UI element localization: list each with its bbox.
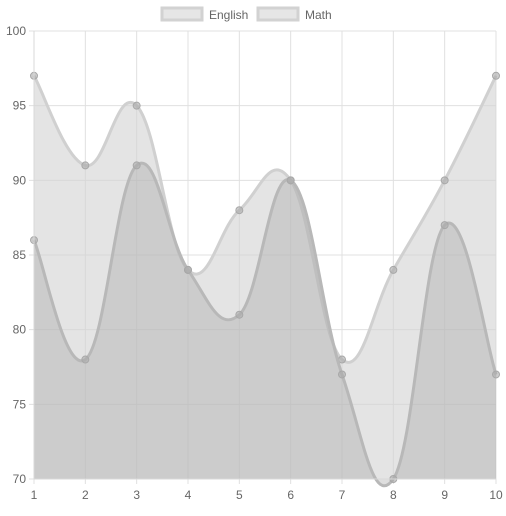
data-point-english[interactable]: [235, 206, 244, 215]
y-tick-label: 90: [13, 173, 27, 187]
y-tick-label: 80: [13, 323, 27, 337]
legend-item-math[interactable]: Math: [256, 6, 332, 22]
series-layer: [30, 71, 500, 488]
x-tick-label: 9: [441, 488, 448, 502]
x-tick-label: 4: [185, 488, 192, 502]
x-tick-label: 6: [287, 488, 294, 502]
x-tick-label: 3: [133, 488, 140, 502]
data-point-english[interactable]: [389, 265, 398, 274]
data-point-english[interactable]: [81, 161, 90, 170]
area-fill-math: [34, 163, 496, 486]
x-tick-label: 8: [390, 488, 397, 502]
data-point-english[interactable]: [440, 176, 449, 185]
legend-swatch: [160, 6, 204, 22]
x-tick-label: 7: [339, 488, 346, 502]
y-tick-label: 100: [6, 24, 26, 38]
area-fill-english: [34, 75, 496, 480]
y-tick-label: 85: [13, 248, 27, 262]
data-point-math[interactable]: [286, 176, 295, 185]
data-point-math[interactable]: [184, 265, 192, 274]
series-line-math: [32, 161, 498, 488]
data-point-math[interactable]: [440, 221, 449, 230]
axes: 70 75 80 85 90 95 100 1 2 3 4 5 6 7 8 9 10: [6, 24, 503, 502]
y-tick-label: 95: [13, 99, 27, 113]
x-tick-label: 1: [31, 488, 38, 502]
series-line-english: [32, 75, 498, 364]
y-tick-label: 75: [13, 397, 27, 411]
data-point-math[interactable]: [492, 370, 500, 379]
data-point-math[interactable]: [132, 161, 141, 170]
series-english: [30, 71, 500, 480]
data-point-math[interactable]: [338, 370, 346, 379]
data-point-english[interactable]: [492, 71, 500, 80]
data-point-english[interactable]: [132, 101, 141, 110]
x-tick-label: 5: [236, 488, 243, 502]
x-tick-label: 2: [82, 488, 89, 502]
legend-label: English: [209, 8, 248, 22]
y-tick-label: 70: [13, 472, 27, 486]
data-point-math[interactable]: [81, 355, 90, 364]
legend[interactable]: English Math: [160, 6, 332, 22]
data-point-math[interactable]: [235, 310, 244, 319]
x-tick-label: 10: [489, 488, 503, 502]
legend-label: Math: [305, 8, 332, 22]
legend-item-english[interactable]: English: [160, 6, 248, 22]
legend-swatch: [256, 6, 300, 22]
